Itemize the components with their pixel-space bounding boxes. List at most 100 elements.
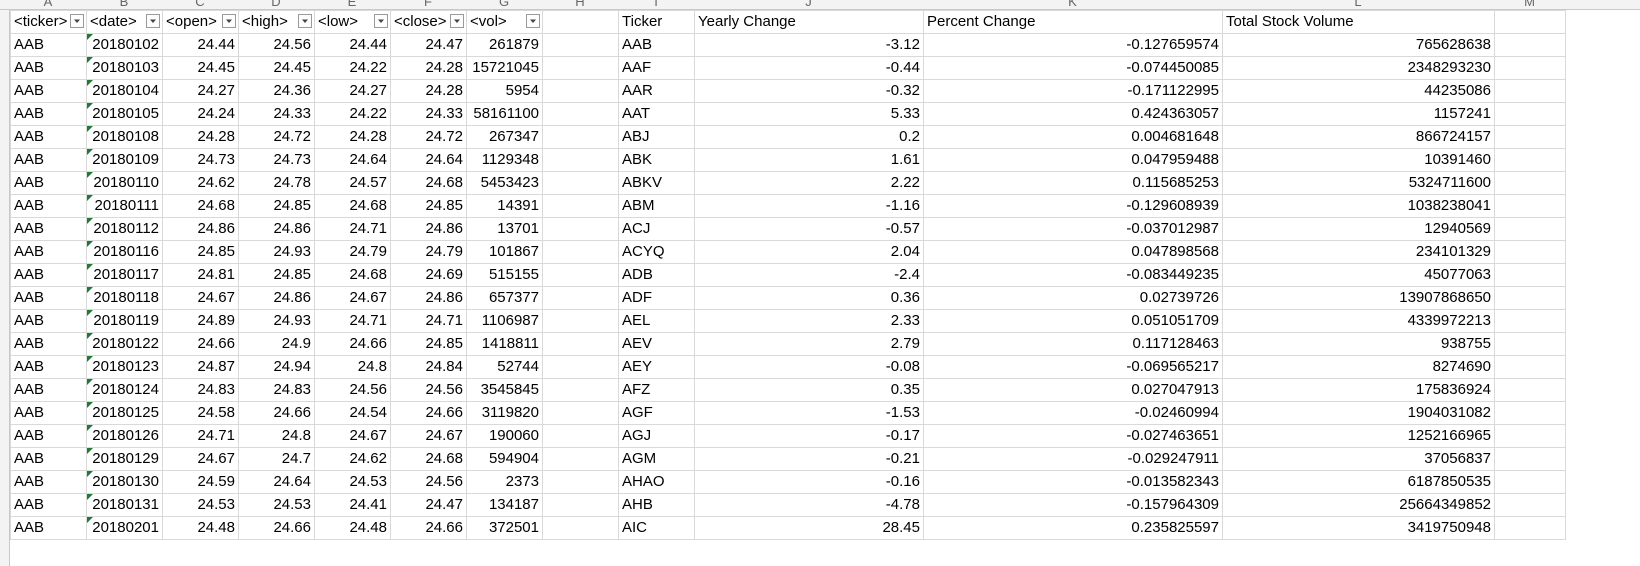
date-cell[interactable]: 20180110 [86, 171, 163, 195]
date-cell[interactable]: 20180125 [86, 401, 163, 425]
total-volume-cell[interactable]: 175836924 [1222, 378, 1495, 402]
percent-change-cell[interactable]: -0.157964309 [923, 493, 1223, 517]
percent-change-cell[interactable]: -0.127659574 [923, 33, 1223, 57]
date-cell[interactable]: 20180108 [86, 125, 163, 149]
empty-cell[interactable] [542, 79, 619, 103]
yearly-change-cell[interactable]: 2.04 [694, 240, 924, 264]
percent-change-cell[interactable]: -0.029247911 [923, 447, 1223, 471]
ticker-cell[interactable]: AAB [10, 240, 87, 264]
percent-change-cell[interactable]: -0.037012987 [923, 217, 1223, 241]
ticker-cell[interactable]: AAB [10, 309, 87, 333]
yearly-change-cell[interactable]: -1.53 [694, 401, 924, 425]
low-cell[interactable]: 24.68 [314, 194, 391, 218]
summary-ticker-cell[interactable]: AGM [618, 447, 695, 471]
worksheet-grid[interactable]: <ticker> <date> <open> <high> <low> <close> <v… [10, 10, 1566, 540]
percent-change-cell[interactable]: 0.047898568 [923, 240, 1223, 264]
percent-change-cell[interactable]: 0.235825597 [923, 516, 1223, 540]
percent-change-cell[interactable]: -0.069565217 [923, 355, 1223, 379]
total-volume-cell[interactable]: 1252166965 [1222, 424, 1495, 448]
close-cell[interactable]: 24.79 [390, 240, 467, 264]
empty-cell[interactable] [542, 332, 619, 356]
low-cell[interactable]: 24.53 [314, 470, 391, 494]
total-volume-cell[interactable]: 1904031082 [1222, 401, 1495, 425]
yearly-change-cell[interactable]: 28.45 [694, 516, 924, 540]
close-cell[interactable]: 24.47 [390, 33, 467, 57]
high-cell[interactable]: 24.56 [238, 33, 315, 57]
empty-cell[interactable] [1494, 148, 1566, 172]
column-header-d[interactable]: D [271, 0, 281, 9]
summary-ticker-cell[interactable]: AEY [618, 355, 695, 379]
empty-cell[interactable] [542, 355, 619, 379]
date-cell[interactable]: 20180105 [86, 102, 163, 126]
date-cell[interactable]: 20180124 [86, 378, 163, 402]
yearly-change-cell[interactable]: 2.22 [694, 171, 924, 195]
open-cell[interactable]: 24.66 [162, 332, 239, 356]
high-cell[interactable]: 24.93 [238, 240, 315, 264]
ticker-cell[interactable]: AAB [10, 79, 87, 103]
yearly-change-cell[interactable]: -0.32 [694, 79, 924, 103]
open-cell[interactable]: 24.87 [162, 355, 239, 379]
filter-dropdown-icon[interactable] [374, 14, 388, 28]
summary-ticker-cell[interactable]: AHB [618, 493, 695, 517]
total-volume-cell[interactable]: 1157241 [1222, 102, 1495, 126]
empty-cell[interactable] [542, 125, 619, 149]
total-volume-cell[interactable]: 12940569 [1222, 217, 1495, 241]
date-cell[interactable]: 20180102 [86, 33, 163, 57]
column-header-g[interactable]: G [498, 0, 510, 9]
total-volume-cell[interactable]: 8274690 [1222, 355, 1495, 379]
filter-dropdown-icon[interactable] [450, 14, 464, 28]
empty-cell[interactable] [542, 217, 619, 241]
total-volume-cell[interactable]: 2348293230 [1222, 56, 1495, 80]
high-cell[interactable]: 24.45 [238, 56, 315, 80]
low-cell[interactable]: 24.48 [314, 516, 391, 540]
open-cell[interactable]: 24.83 [162, 378, 239, 402]
ticker-cell[interactable]: AAB [10, 424, 87, 448]
empty-cell[interactable] [1494, 378, 1566, 402]
high-cell[interactable]: 24.53 [238, 493, 315, 517]
low-cell[interactable]: 24.57 [314, 171, 391, 195]
vol-cell[interactable]: 52744 [466, 355, 543, 379]
total-volume-cell[interactable]: 1038238041 [1222, 194, 1495, 218]
open-cell[interactable]: 24.59 [162, 470, 239, 494]
total-volume-cell[interactable]: 765628638 [1222, 33, 1495, 57]
empty-cell[interactable] [1494, 493, 1566, 517]
filter-dropdown-icon[interactable] [70, 14, 84, 28]
empty-cell[interactable] [542, 171, 619, 195]
close-cell[interactable]: 24.84 [390, 355, 467, 379]
empty-cell[interactable] [1494, 309, 1566, 333]
yearly-change-cell[interactable]: -1.16 [694, 194, 924, 218]
low-cell[interactable]: 24.68 [314, 263, 391, 287]
high-cell[interactable]: 24.83 [238, 378, 315, 402]
close-cell[interactable]: 24.56 [390, 470, 467, 494]
high-cell[interactable]: 24.86 [238, 217, 315, 241]
column-header-c[interactable]: C [195, 0, 205, 9]
empty-cell[interactable] [1494, 33, 1566, 57]
open-cell[interactable]: 24.62 [162, 171, 239, 195]
percent-change-cell[interactable]: -0.129608939 [923, 194, 1223, 218]
empty-cell[interactable] [542, 447, 619, 471]
vol-cell[interactable]: 134187 [466, 493, 543, 517]
high-cell[interactable]: 24.93 [238, 309, 315, 333]
summary-ticker-cell[interactable]: AEV [618, 332, 695, 356]
high-cell[interactable]: 24.36 [238, 79, 315, 103]
low-cell[interactable]: 24.44 [314, 33, 391, 57]
total-volume-cell[interactable]: 4339972213 [1222, 309, 1495, 333]
close-cell[interactable]: 24.72 [390, 125, 467, 149]
summary-header-ticker[interactable]: Ticker [618, 10, 695, 34]
high-cell[interactable]: 24.9 [238, 332, 315, 356]
total-volume-cell[interactable]: 234101329 [1222, 240, 1495, 264]
high-cell[interactable]: 24.66 [238, 401, 315, 425]
open-cell[interactable]: 24.45 [162, 56, 239, 80]
column-header-j[interactable]: J [805, 0, 812, 9]
summary-ticker-cell[interactable]: ABKV [618, 171, 695, 195]
low-cell[interactable]: 24.66 [314, 332, 391, 356]
empty-cell[interactable] [1494, 79, 1566, 103]
vol-cell[interactable]: 1106987 [466, 309, 543, 333]
total-volume-cell[interactable]: 5324711600 [1222, 171, 1495, 195]
column-header-i[interactable]: I [654, 0, 658, 9]
empty-cell[interactable] [1494, 171, 1566, 195]
empty-cell[interactable] [542, 401, 619, 425]
summary-ticker-cell[interactable]: AEL [618, 309, 695, 333]
summary-ticker-cell[interactable]: ACYQ [618, 240, 695, 264]
